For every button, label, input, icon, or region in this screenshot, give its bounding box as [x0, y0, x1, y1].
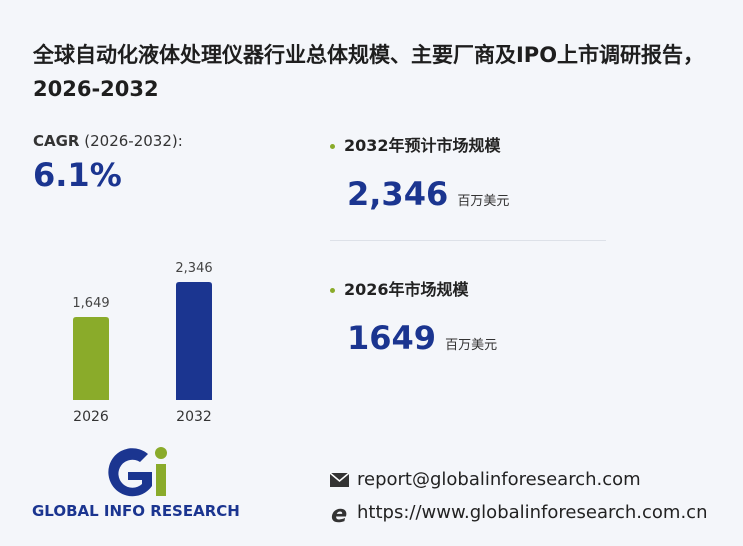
logo-dot [155, 447, 167, 459]
stat-label-text: 2032年预计市场规模 [344, 136, 501, 155]
bar-chart: 1,649 2026 2,346 2032 [72, 261, 212, 425]
stat: 2,346 百万美元 [347, 175, 509, 213]
logo: GLOBAL INFO RESEARCH [32, 447, 240, 520]
logo-g [108, 448, 152, 497]
x-tick-label: 2032 [176, 409, 212, 425]
email: report@globalinforesearch.com [357, 469, 641, 490]
logo-i [156, 464, 166, 496]
title: 全球自动化液体处理仪器行业总体规模、主要厂商及IPO上市调研报告，2026-20… [33, 43, 705, 101]
logo-text: GLOBAL INFO RESEARCH [32, 502, 240, 520]
stat-label-text: 2026年市场规模 [344, 280, 469, 299]
x-tick-label: 2026 [73, 409, 109, 425]
stat-unit: 百万美元 [457, 194, 510, 209]
cagr-label: CAGR [33, 132, 80, 150]
stat-value: 2,346 [347, 175, 449, 213]
cagr: CAGR (2026-2032): [33, 132, 183, 150]
bar [73, 317, 109, 400]
contact-icons: e [329, 472, 350, 526]
bar [176, 282, 212, 400]
cagr-value: 6.1% [33, 156, 122, 194]
web-icon: e [331, 500, 347, 526]
value-label: 2,346 [175, 261, 212, 276]
value-label: 1,649 [72, 296, 109, 311]
divider [330, 240, 606, 241]
stat-label: 2032年预计市场规模 [330, 132, 501, 156]
stat-label: 2026年市场规模 [330, 276, 469, 300]
stat-unit: 百万美元 [445, 338, 498, 353]
stat-value: 1649 [347, 319, 437, 357]
website: https://www.globalinforesearch.com.cn [357, 502, 708, 523]
stat: 1649 百万美元 [347, 319, 497, 357]
cagr-period: (2026-2032): [84, 132, 183, 150]
